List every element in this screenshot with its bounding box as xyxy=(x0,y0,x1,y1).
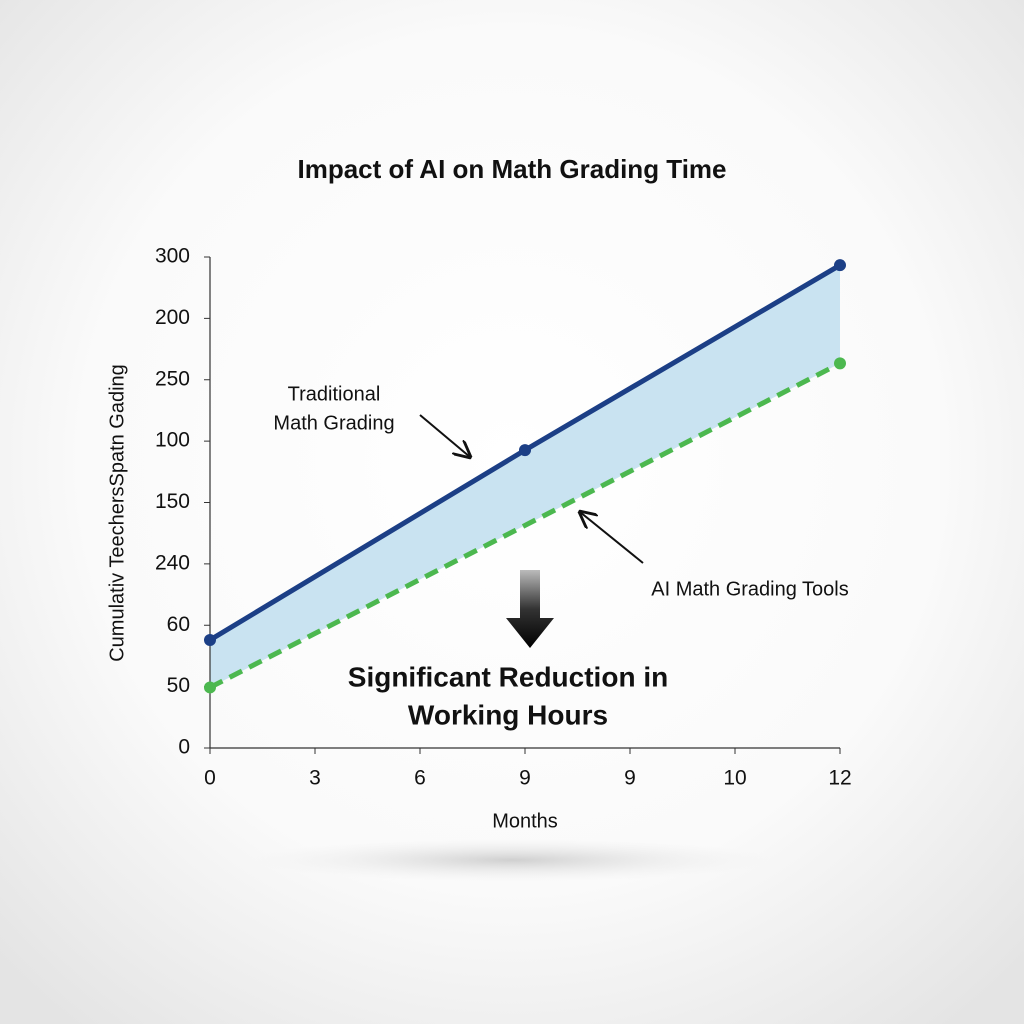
y-tick-label: 100 xyxy=(155,429,190,452)
point xyxy=(834,357,846,370)
annotation-arrow xyxy=(419,414,470,457)
y-tick-label: 150 xyxy=(155,490,190,513)
x-tick-label: 10 xyxy=(723,767,746,790)
x-tick-label: 6 xyxy=(414,767,426,790)
shadow xyxy=(252,838,772,882)
reduction-arrow xyxy=(506,570,554,648)
annotation: AI Math Grading Tools xyxy=(651,578,849,600)
x-tick-label: 3 xyxy=(309,767,321,790)
point xyxy=(834,259,846,272)
area-between xyxy=(210,265,840,688)
x-tick-label: 12 xyxy=(828,767,851,790)
y-tick-label: 50 xyxy=(167,674,190,697)
annotation-arrow xyxy=(580,512,644,564)
y-tick-label: 60 xyxy=(167,613,190,636)
annotation: Significant Reduction in xyxy=(348,661,668,692)
annotation: Traditional xyxy=(288,383,381,405)
line xyxy=(208,361,842,690)
y-tick-label: 0 xyxy=(178,736,190,759)
point xyxy=(204,681,216,694)
chart-title: Impact of AI on Math Grading Time xyxy=(297,154,726,184)
y-tick-label: 250 xyxy=(155,367,190,390)
x-tick-label: 0 xyxy=(204,767,216,790)
x-axis-label: Months xyxy=(492,810,558,832)
annotation: Working Hours xyxy=(408,699,608,730)
y-tick-label: 240 xyxy=(155,551,190,574)
annotation: Math Grading xyxy=(273,412,394,434)
x-tick-label: 9 xyxy=(624,767,636,790)
y-axis-label: Cumulativ TeechersSpatn Gading xyxy=(106,364,128,662)
y-tick-label: 200 xyxy=(155,306,190,329)
point xyxy=(519,444,531,457)
x-tick-label: 9 xyxy=(519,767,531,790)
y-tick-label: 300 xyxy=(155,245,190,268)
point xyxy=(204,633,216,646)
